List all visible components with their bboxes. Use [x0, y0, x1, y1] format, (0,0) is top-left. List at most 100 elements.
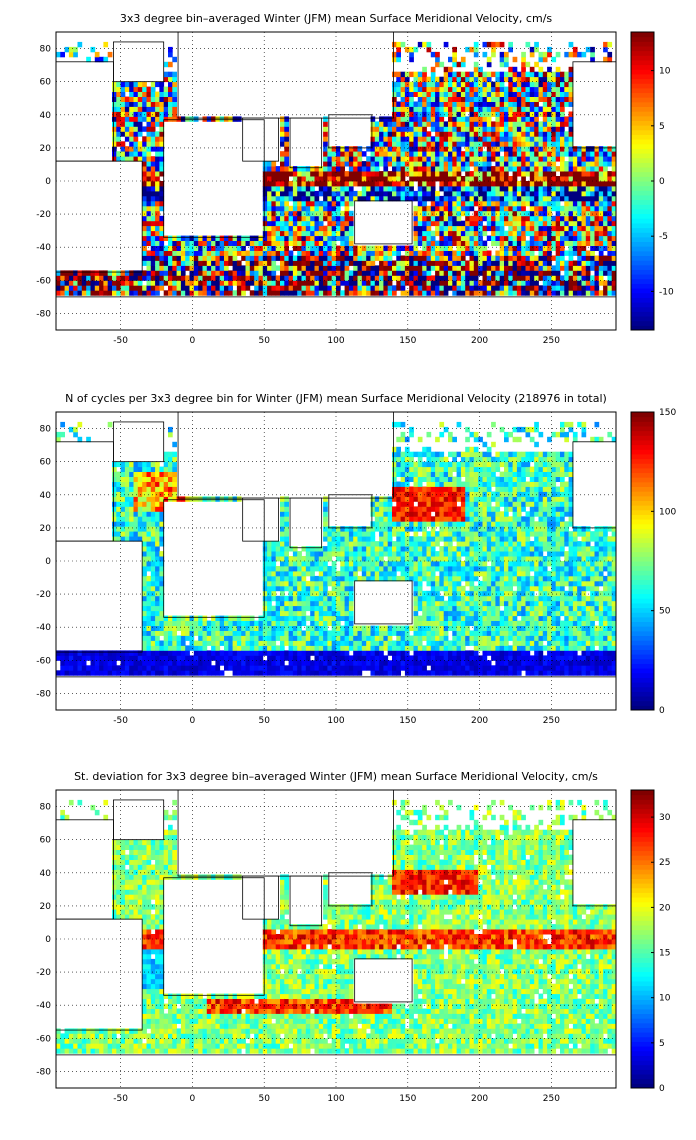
heatmap-cell — [305, 186, 311, 192]
heatmap-cell — [581, 245, 587, 251]
heatmap-cell — [336, 200, 341, 207]
heatmap-cell — [478, 116, 483, 122]
heatmap-cell — [133, 141, 139, 147]
heatmap-cell — [262, 625, 268, 631]
heatmap-cell — [560, 106, 565, 112]
heatmap-cell — [491, 225, 496, 232]
heatmap-cell — [142, 620, 147, 626]
heatmap-cell — [521, 131, 526, 137]
heatmap-cell — [310, 610, 315, 617]
heatmap-cell — [150, 600, 156, 607]
heatmap-cell — [560, 250, 565, 256]
heatmap-cell — [560, 121, 565, 127]
heatmap-cell — [305, 670, 311, 676]
heatmap-cell — [534, 171, 539, 177]
heatmap-cell — [262, 630, 268, 636]
heatmap-cell — [534, 230, 539, 237]
heatmap-cell — [211, 245, 216, 251]
heatmap-cell — [456, 190, 462, 197]
heatmap-cell — [228, 496, 233, 502]
heatmap-cell — [258, 250, 264, 256]
heatmap-cell — [499, 116, 505, 122]
heatmap-cell — [404, 121, 410, 127]
heatmap-cell — [585, 181, 591, 187]
heatmap-cell — [400, 81, 406, 88]
heatmap-cell — [525, 76, 531, 83]
heatmap-cell — [560, 275, 565, 281]
heatmap-cell — [585, 215, 591, 222]
heatmap-cell — [353, 250, 358, 256]
heatmap-cell — [482, 290, 488, 296]
colorbar-segment — [631, 320, 654, 326]
heatmap-cell — [568, 161, 574, 167]
heatmap-cell — [499, 131, 505, 137]
heatmap-cell — [413, 255, 419, 261]
heatmap-cell — [452, 200, 457, 207]
heatmap-cell — [81, 275, 87, 281]
heatmap-cell — [534, 121, 539, 127]
heatmap-cell — [215, 665, 221, 671]
heatmap-cell — [392, 86, 397, 92]
heatmap-cell — [603, 46, 608, 53]
heatmap-cell — [124, 461, 130, 468]
heatmap-cell — [482, 41, 488, 48]
heatmap-cell — [262, 566, 268, 572]
heatmap-cell — [348, 290, 354, 296]
heatmap-cell — [180, 240, 186, 246]
heatmap-cell — [150, 605, 156, 612]
heatmap-cell — [146, 270, 152, 276]
heatmap-cell — [348, 215, 354, 222]
heatmap-cell — [155, 526, 160, 532]
heatmap-cell — [219, 275, 225, 281]
heatmap-cell — [353, 190, 358, 197]
heatmap-cell — [417, 195, 423, 202]
heatmap-cell — [392, 121, 397, 127]
heatmap-cell — [486, 195, 492, 202]
heatmap-cell — [534, 86, 539, 92]
heatmap-cell — [585, 195, 591, 202]
heatmap-cell — [280, 605, 285, 612]
heatmap-cell — [155, 521, 160, 527]
heatmap-cell — [413, 205, 419, 212]
heatmap-cell — [456, 195, 462, 202]
heatmap-cell — [215, 280, 221, 286]
heatmap-cell — [611, 250, 617, 256]
colorbar-segment — [631, 115, 654, 121]
heatmap-cell — [396, 146, 401, 152]
heatmap-cell — [241, 265, 246, 271]
heatmap-cell — [353, 255, 358, 261]
heatmap-cell — [456, 126, 462, 132]
heatmap-cell — [551, 101, 557, 107]
heatmap-cell — [413, 101, 419, 107]
heatmap-cell — [314, 595, 320, 602]
heatmap-cell — [275, 575, 281, 582]
heatmap-cell — [232, 260, 238, 266]
heatmap-cell — [426, 106, 432, 112]
heatmap-cell — [344, 190, 350, 197]
heatmap-cell — [508, 186, 513, 192]
heatmap-cell — [146, 101, 152, 107]
heatmap-cell — [603, 205, 608, 212]
heatmap-cell — [607, 176, 613, 182]
heatmap-cell — [422, 156, 427, 162]
heatmap-cell — [547, 171, 552, 177]
heatmap-cell — [443, 260, 449, 266]
heatmap-cell — [150, 225, 156, 232]
heatmap-cell — [150, 230, 156, 237]
colorbar-segment — [631, 218, 654, 224]
x-tick-label: 150 — [399, 336, 416, 346]
heatmap-cell — [249, 260, 255, 266]
heatmap-cell — [504, 240, 509, 246]
heatmap-cell — [224, 655, 229, 661]
heatmap-cell — [521, 176, 526, 182]
heatmap-cell — [116, 665, 121, 671]
heatmap-cell — [551, 121, 557, 127]
heatmap-cell — [516, 81, 522, 88]
heatmap-cell — [146, 220, 152, 227]
heatmap-cell — [560, 190, 565, 197]
heatmap-cell — [443, 156, 449, 162]
heatmap-cell — [124, 670, 130, 676]
heatmap-cell — [163, 466, 169, 472]
heatmap-cell — [155, 551, 160, 557]
